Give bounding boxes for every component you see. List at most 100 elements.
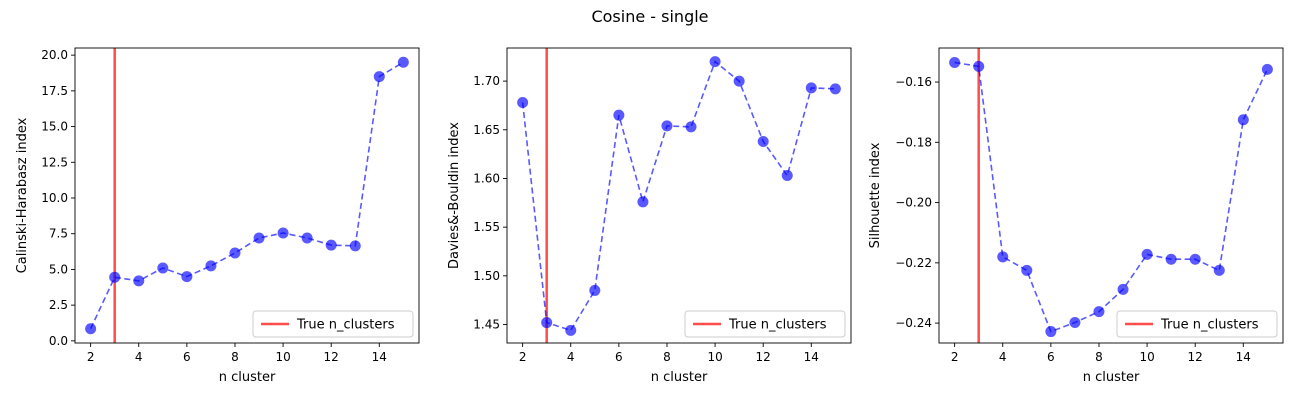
data-point: [973, 60, 985, 72]
axes-frame: [938, 47, 1284, 344]
data-point: [517, 97, 529, 109]
chart-panel-2: 2 4 6 8 10 12 14 1.45 1.50 1.55 1.60 1.65 1.70 n clus…: [447, 47, 852, 385]
data-point: [229, 247, 241, 259]
y-tick-label: 15.0: [41, 120, 68, 134]
y-axis-label: Davies&-Bouldin index: [447, 122, 462, 269]
y-tick-label: 12.5: [41, 155, 68, 169]
chart-panel-1: 2 4 6 8 10 12 14 0.0 2.5 5.0 7.5 10.0 12.5 15.0 17.5 20…: [15, 47, 420, 385]
data-point: [301, 232, 313, 244]
y-axis-label: Calinski-Harabasz index: [15, 117, 30, 273]
data-point: [805, 82, 817, 94]
data-point: [205, 260, 217, 272]
data-point: [613, 109, 625, 121]
x-tick-label: 14: [804, 350, 819, 364]
y-tick-label: 1.50: [473, 269, 500, 283]
data-point: [277, 227, 289, 239]
data-point: [589, 284, 601, 296]
x-tick-label: 4: [135, 350, 143, 364]
x-tick-label: 6: [615, 350, 623, 364]
y-tick-label: −0.20: [895, 196, 932, 210]
x-tick-label: 6: [183, 350, 191, 364]
x-tick-label: 10: [275, 350, 290, 364]
y-tick-label: 1.45: [473, 318, 500, 332]
x-tick-label: 8: [1095, 350, 1103, 364]
data-point: [1261, 63, 1273, 75]
data-point: [157, 262, 169, 274]
data-point: [1069, 317, 1081, 329]
data-point: [1117, 283, 1129, 295]
y-tick-label: 2.5: [49, 298, 68, 312]
x-tick-label: 10: [1139, 350, 1154, 364]
y-tick-label: 0.0: [49, 334, 68, 348]
x-tick-label: 12: [324, 350, 339, 364]
data-point: [1045, 326, 1057, 338]
data-point: [541, 317, 553, 329]
x-tick-label: 8: [663, 350, 671, 364]
y-tick-label: 20.0: [41, 48, 68, 62]
data-point: [565, 324, 577, 336]
data-point: [133, 275, 145, 287]
x-axis-label: n cluster: [219, 370, 276, 385]
axes-frame: [506, 47, 852, 344]
y-tick-label: 17.5: [41, 84, 68, 98]
data-point: [1213, 264, 1225, 276]
data-point: [397, 56, 409, 68]
y-axis-label: Silhouette index: [868, 142, 883, 248]
legend: True n_clusters: [684, 310, 846, 338]
data-point: [1165, 253, 1177, 265]
legend-label: True n_clusters: [1160, 318, 1259, 333]
data-point: [373, 71, 385, 83]
series-line: [89, 61, 404, 330]
data-point: [349, 240, 361, 252]
y-tick-label: 1.65: [473, 123, 500, 137]
figure-title: Cosine - single: [591, 7, 708, 26]
y-tick-label: −0.22: [895, 256, 932, 270]
data-point: [709, 56, 721, 68]
x-axis-label: n cluster: [1083, 370, 1140, 385]
data-point: [757, 135, 769, 147]
x-tick-label: 2: [519, 350, 527, 364]
data-point: [949, 56, 961, 68]
data-point: [829, 83, 841, 95]
x-tick-label: 12: [756, 350, 771, 364]
x-tick-label: 2: [87, 350, 95, 364]
y-tick-label: 7.5: [49, 227, 68, 241]
data-point: [1141, 248, 1153, 260]
legend-label: True n_clusters: [728, 318, 827, 333]
x-tick-label: 14: [372, 350, 387, 364]
y-tick-label: 10.0: [41, 191, 68, 205]
series-line: [954, 61, 1269, 333]
data-point: [661, 120, 673, 132]
y-tick-label: 1.60: [473, 171, 500, 185]
legend-label: True n_clusters: [296, 318, 395, 333]
data-point: [181, 271, 193, 283]
y-tick-label: 1.70: [473, 74, 500, 88]
data-point: [253, 232, 265, 244]
x-tick-label: 2: [951, 350, 959, 364]
data-point: [325, 239, 337, 251]
x-tick-label: 6: [1047, 350, 1055, 364]
legend-box: [684, 310, 846, 338]
data-point: [1093, 306, 1105, 318]
y-tick-label: −0.16: [895, 75, 932, 89]
data-point: [1021, 264, 1033, 276]
x-tick-label: 4: [999, 350, 1007, 364]
y-tick-label: −0.18: [895, 135, 932, 149]
data-point: [997, 251, 1009, 263]
chart-panel-3: 2 4 6 8 10 12 14 −0.24 −0.22 −0.20 −0.18 −0.16 n clu…: [868, 47, 1284, 385]
x-axis-label: n cluster: [651, 370, 708, 385]
x-tick-label: 8: [231, 350, 239, 364]
axes-frame: [74, 47, 420, 344]
series-line: [521, 60, 836, 332]
data-point: [1189, 253, 1201, 265]
x-tick-label: 14: [1236, 350, 1251, 364]
y-tick-label: 5.0: [49, 262, 68, 276]
data-point: [637, 196, 649, 208]
legend: True n_clusters: [252, 310, 414, 338]
y-tick-label: 1.55: [473, 220, 500, 234]
data-point: [1237, 114, 1249, 126]
data-point: [85, 323, 97, 335]
legend-box: [252, 310, 414, 338]
y-tick-label: −0.24: [895, 316, 932, 330]
